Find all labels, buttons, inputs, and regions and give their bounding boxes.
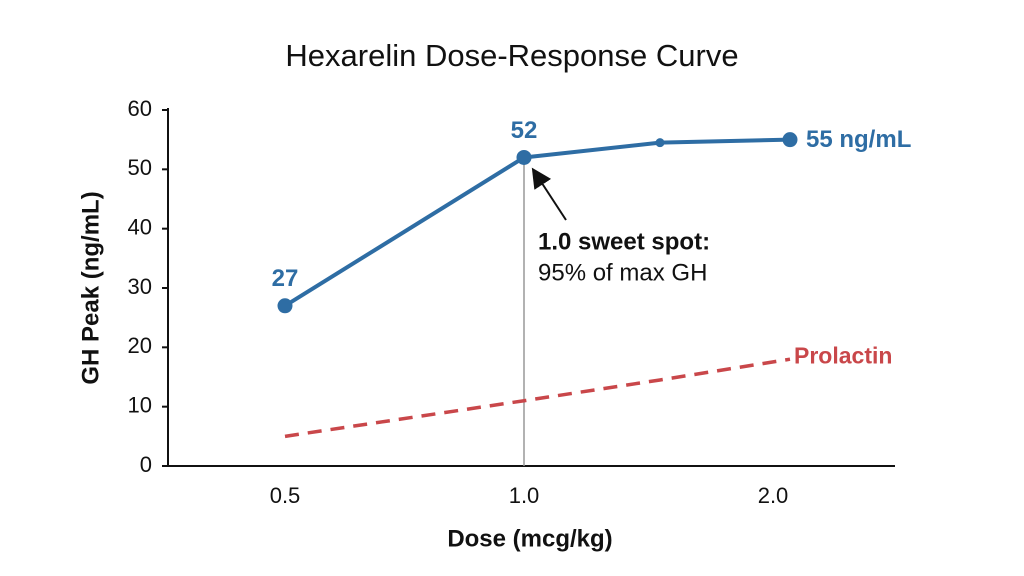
legend-label: Prolactin <box>794 342 892 368</box>
point <box>655 138 665 148</box>
y-tick-label: 30 <box>128 274 152 299</box>
chart-title: Hexarelin Dose-Response Curve <box>285 38 738 73</box>
point <box>516 149 532 165</box>
data-label: 55 ng/mL <box>806 126 911 153</box>
y-tick-label: 60 <box>128 96 152 121</box>
x-axis-label: Dose (mcg/kg) <box>447 525 612 552</box>
x-tick-label: 0.5 <box>270 483 301 508</box>
y-tick-label: 40 <box>128 214 152 239</box>
y-tick-label: 20 <box>128 333 152 358</box>
annotation: 95% of max GH <box>538 259 707 286</box>
annotation: 1.0 sweet spot: <box>538 228 710 255</box>
line <box>283 137 791 308</box>
data-label: 52 <box>511 117 538 144</box>
annotation-arrow <box>531 167 567 221</box>
point <box>782 132 798 148</box>
point <box>277 298 293 314</box>
y-tick-label: 50 <box>128 155 152 180</box>
x-tick-label: 2.0 <box>758 483 789 508</box>
y-tick-label: 0 <box>140 452 152 477</box>
dashed-line <box>284 357 791 439</box>
y-axis-label: GH Peak (ng/mL) <box>77 191 104 384</box>
y-tick-label: 10 <box>128 392 152 417</box>
data-label: 27 <box>272 265 299 292</box>
x-tick-label: 1.0 <box>509 483 540 508</box>
